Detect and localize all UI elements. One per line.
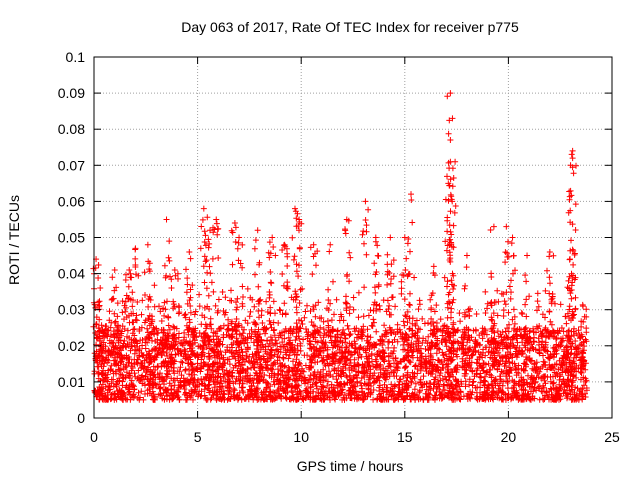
roti-peak-point xyxy=(546,248,553,255)
roti-point-cloud xyxy=(90,93,590,403)
y-tick-label: 0.05 xyxy=(58,230,85,246)
y-tick-label: 0.09 xyxy=(58,85,85,101)
roti-peak-point xyxy=(231,220,238,227)
roti-peak-point xyxy=(569,155,576,162)
roti-peak-point xyxy=(490,223,497,230)
chart-title: Day 063 of 2017, Rate Of TEC Index for r… xyxy=(181,19,519,35)
x-tick-label: 15 xyxy=(397,429,413,445)
axis-ticks xyxy=(93,56,613,419)
roti-peak-point xyxy=(524,252,531,259)
roti-peak-point xyxy=(387,234,394,241)
y-tick-label: 0.08 xyxy=(58,121,85,137)
y-tick-label: 0 xyxy=(77,410,85,426)
y-tick-label: 0.06 xyxy=(58,193,85,209)
y-tick-label: 0.1 xyxy=(66,49,86,65)
roti-peak-point xyxy=(97,285,104,292)
roti-peak-point xyxy=(126,266,133,273)
roti-peak-point xyxy=(449,115,456,122)
roti-peak-point xyxy=(445,180,452,187)
roti-peak-point xyxy=(565,277,572,284)
roti-peak-point xyxy=(132,245,139,252)
tick-labels: 0 0.01 0.02 0.03 0.04 0.05 0.06 0.07 0.08 0.09 0.1… xyxy=(58,49,620,445)
roti-peak-point xyxy=(567,162,574,169)
roti-peak-point xyxy=(503,223,510,230)
data-points xyxy=(90,90,590,403)
roti-peak-point xyxy=(310,241,317,248)
x-tick-label: 25 xyxy=(604,429,620,445)
roti-peak-point xyxy=(447,90,454,97)
x-axis-label: GPS time / hours xyxy=(297,458,404,474)
y-tick-label: 0.07 xyxy=(58,157,85,173)
y-axis-label: ROTI / TECUs xyxy=(6,195,22,285)
roti-peak-point xyxy=(509,234,516,241)
roti-peak-point xyxy=(163,216,170,223)
x-tick-label: 20 xyxy=(501,429,517,445)
roti-peak-point xyxy=(111,266,118,273)
roti-peak-point xyxy=(281,241,288,248)
roti-peak-point xyxy=(236,234,243,241)
roti-peak-point xyxy=(171,266,178,273)
x-tick-label: 10 xyxy=(293,429,309,445)
roti-peak-point xyxy=(254,227,261,234)
x-tick-label: 5 xyxy=(194,429,202,445)
y-tick-label: 0.03 xyxy=(58,302,85,318)
roti-peak-point xyxy=(343,216,350,223)
roti-peak-point xyxy=(296,216,303,223)
roti-peak-point xyxy=(269,234,276,241)
roti-peak-point xyxy=(401,234,408,241)
roti-peak-point xyxy=(579,303,586,310)
y-tick-label: 0.01 xyxy=(58,374,85,390)
roti-peak-point xyxy=(186,248,193,255)
roti-peak-point xyxy=(144,241,151,248)
roti-peak-point xyxy=(372,234,379,241)
y-tick-label: 0.02 xyxy=(58,338,85,354)
roti-peak-point xyxy=(447,158,454,165)
roti-peak-point xyxy=(213,216,220,223)
roti-peak-point xyxy=(430,263,437,270)
roti-peak-point xyxy=(207,227,214,234)
roti-peak-point xyxy=(327,241,334,248)
roti-peak-point xyxy=(362,198,369,205)
roti-peak-point xyxy=(463,252,470,259)
roti-peak-point xyxy=(408,191,415,198)
x-tick-label: 0 xyxy=(90,429,98,445)
roti-peak-point xyxy=(447,137,454,144)
roti-peak-point xyxy=(291,205,298,212)
roti-peak-point xyxy=(569,147,576,154)
y-tick-label: 0.04 xyxy=(58,266,85,282)
roti-peak-point xyxy=(200,205,207,212)
